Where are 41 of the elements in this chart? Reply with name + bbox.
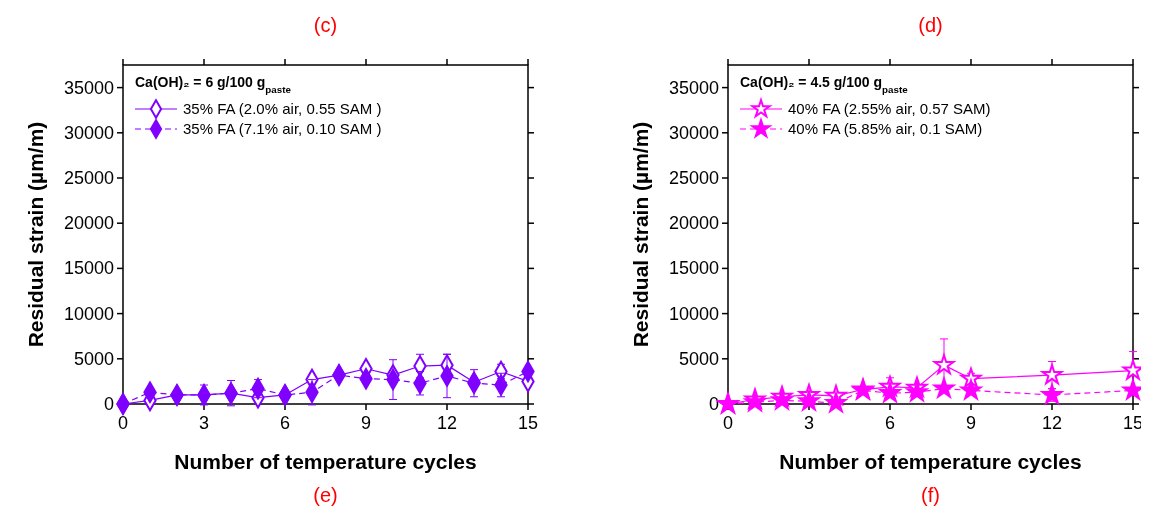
x-axis-title: Number of temperature cycles [174,450,477,473]
x-tick-label: 0 [117,413,129,433]
x-tick-label: 6 [279,413,291,433]
legend-title: Ca(OH)₂ = 6 g/100 g$_{paste}$ [135,74,292,95]
legend-title: Ca(OH)₂ = 4.5 g/100 g$_{paste}$ [740,74,909,95]
y-tick-label: 0 [708,394,719,414]
y-tick-label: 30000 [63,122,114,143]
y-tick-label: 5000 [678,348,719,369]
y-tick-label: 0 [103,394,114,414]
y-tick-label: 35000 [668,77,719,98]
y-tick-label: 15000 [668,258,719,279]
x-tick-label: 9 [360,413,372,433]
legend-label: 40% FA (2.55% air, 0.57 SAM) [788,100,991,117]
x-tick-label: 15 [517,413,539,433]
y-tick-label: 15000 [63,258,114,279]
y-tick-label: 5000 [73,348,114,369]
y-tick-label: 20000 [63,213,114,234]
x-tick-label: 12 [1041,413,1063,433]
y-tick-label: 10000 [63,303,114,324]
x-tick-label: 3 [803,413,815,433]
x-tick-label: 9 [965,413,977,433]
x-tick-label: 3 [198,413,210,433]
y-axis-title: Residual strain (µm/m) [24,121,47,348]
legend-label: 35% FA (7.1% air, 0.10 SAM ) [183,120,382,137]
x-tick-label: 0 [722,413,734,433]
y-tick-label: 35000 [63,77,114,98]
y-tick-label: 20000 [668,213,719,234]
x-tick-label: 12 [436,413,458,433]
y-tick-label: 25000 [668,168,719,188]
text: (d) [918,14,943,36]
x-axis-title: Number of temperature cycles [779,450,1082,473]
text: (f) [921,484,940,506]
y-tick-label: 10000 [668,303,719,324]
legend-label: 40% FA (5.85% air, 0.1 SAM) [788,120,983,137]
x-tick-label: 6 [884,413,896,433]
y-tick-label: 25000 [63,168,114,188]
y-tick-label: 30000 [668,122,719,143]
y-axis-title: Residual strain (µm/m) [629,121,652,348]
text: (e) [313,484,338,506]
legend-label: 35% FA (2.0% air, 0.55 SAM ) [183,100,382,117]
text: (c) [313,14,338,36]
